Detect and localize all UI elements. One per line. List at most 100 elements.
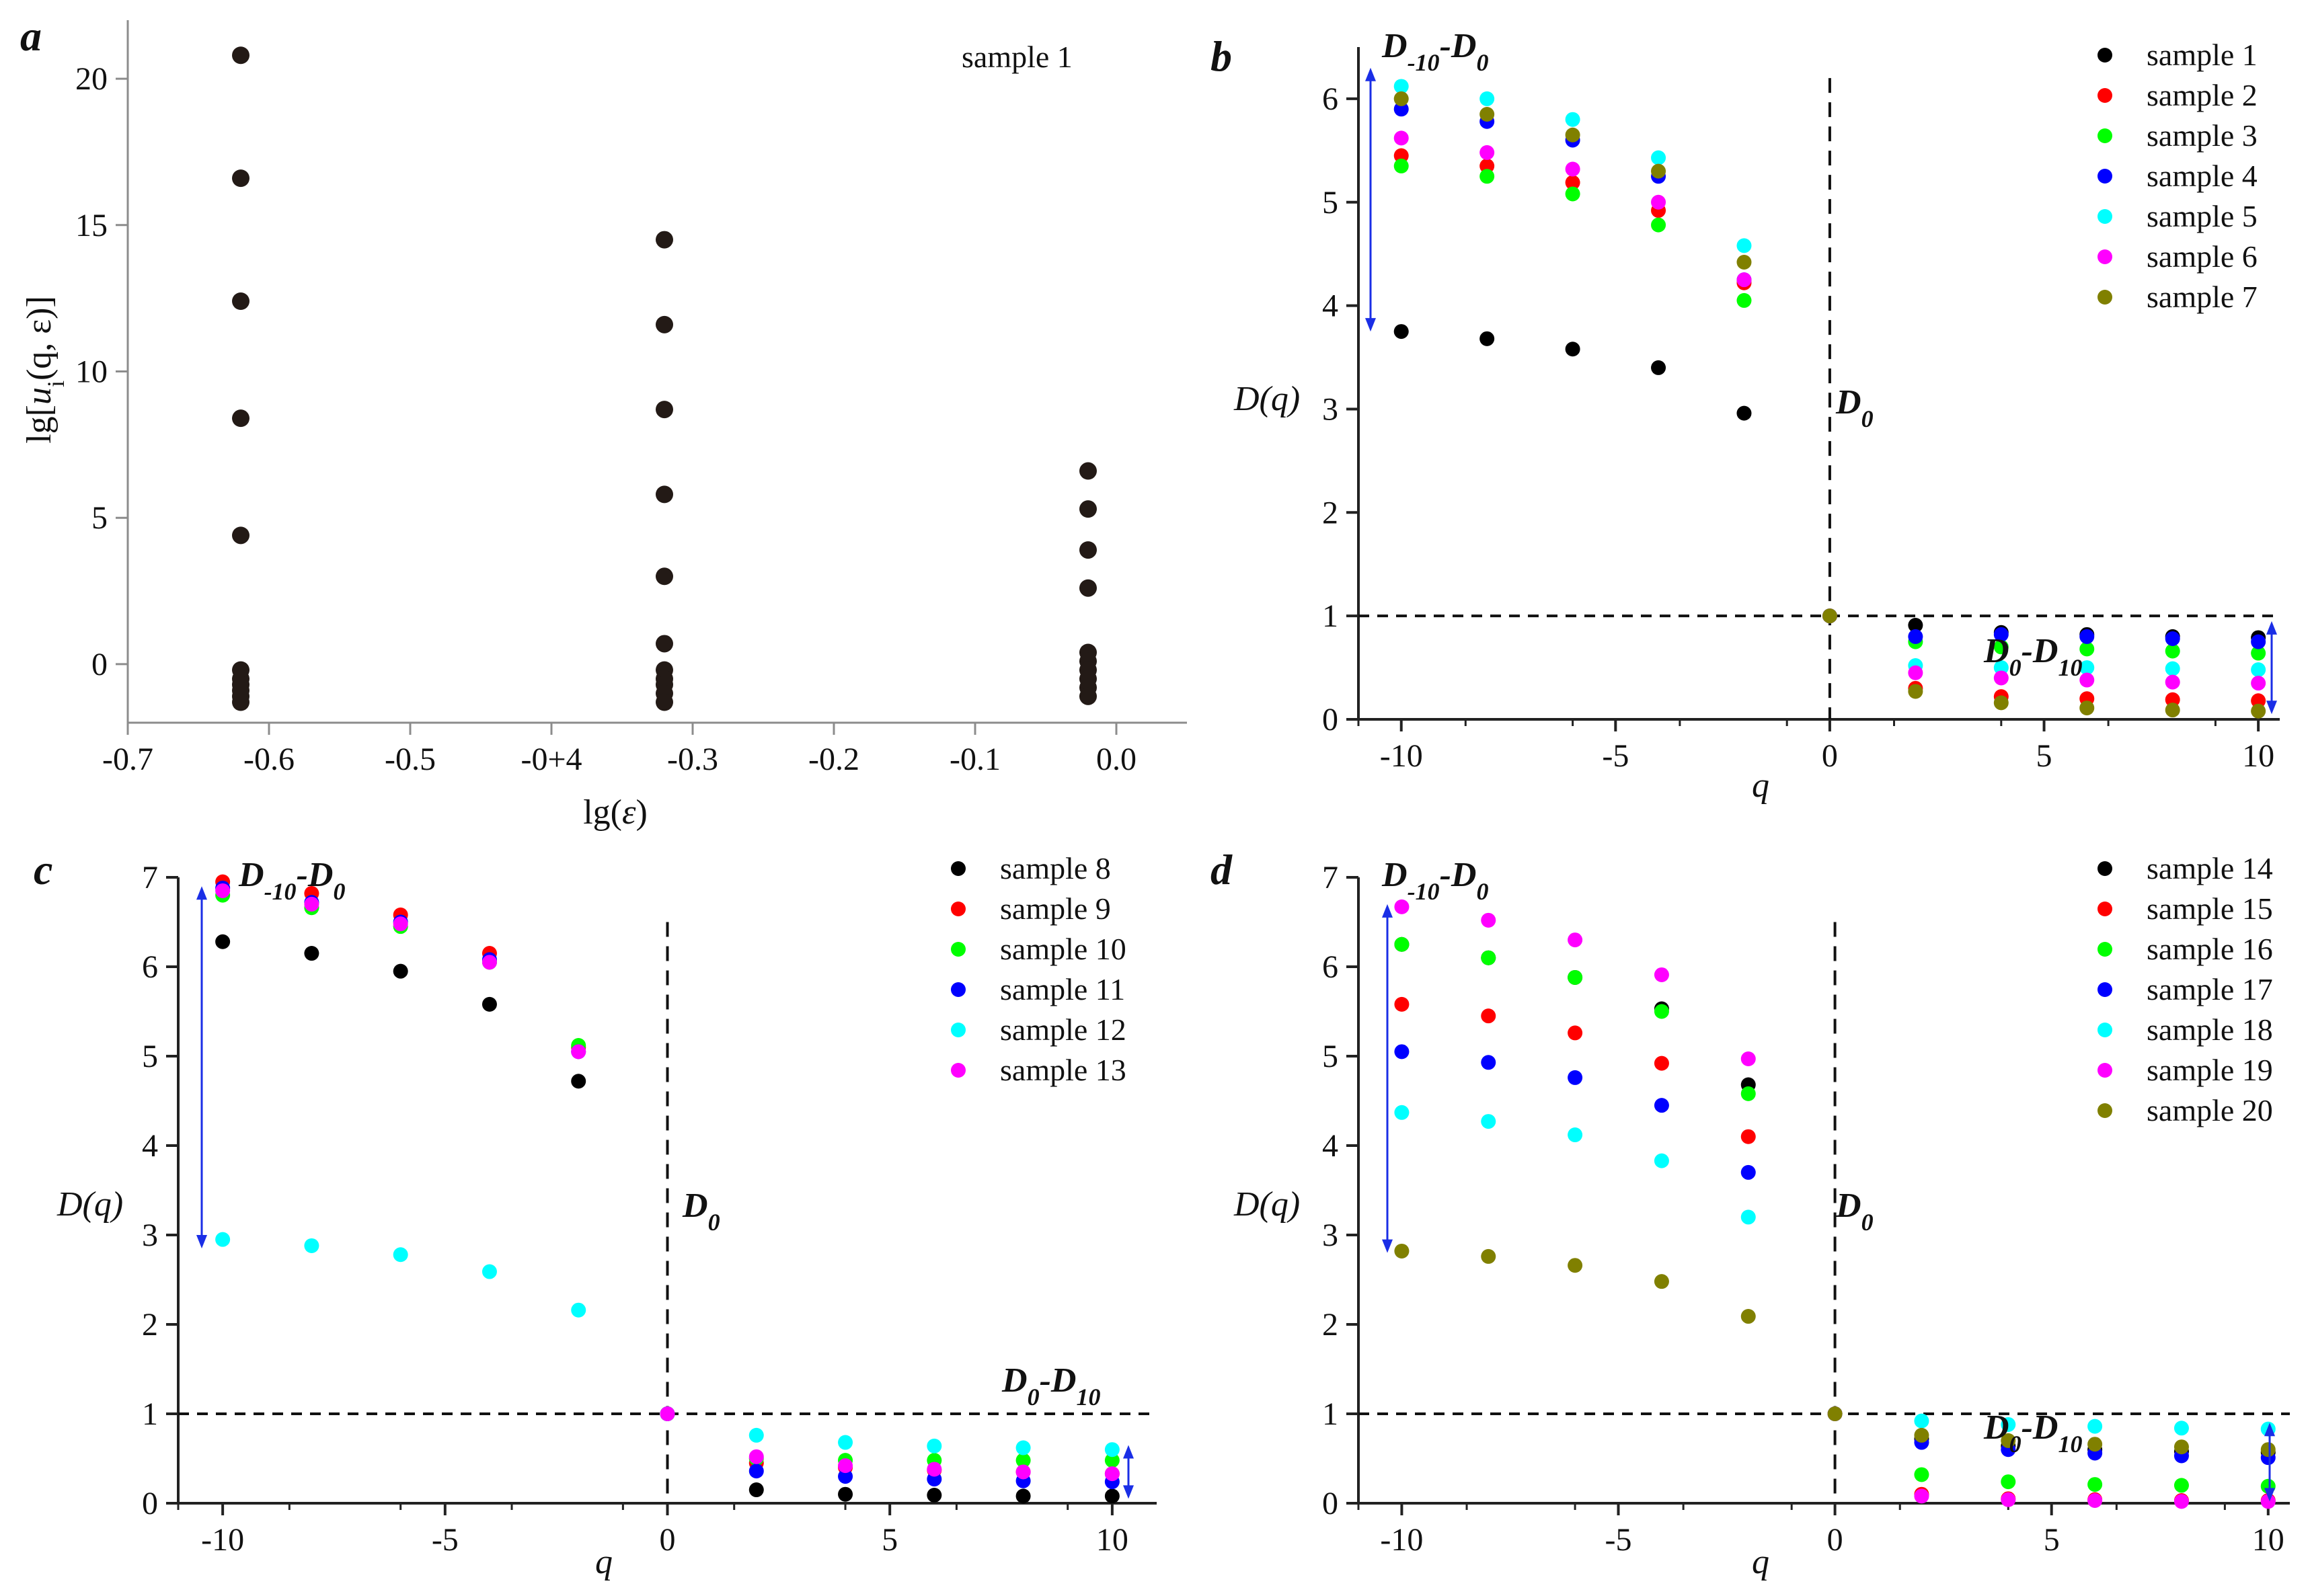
arrow-left — [196, 886, 207, 1248]
data-point — [1393, 130, 1409, 146]
y-tick-label: 0 — [1322, 702, 1338, 737]
legend-label: sample 8 — [1000, 851, 1111, 885]
data-point — [1908, 665, 1923, 680]
legend-label: sample 19 — [2147, 1053, 2273, 1087]
data-point — [1740, 1209, 1756, 1225]
data-point — [2079, 641, 2095, 657]
data-point — [393, 963, 408, 979]
data-point — [1651, 194, 1666, 210]
data-point — [1015, 1488, 1031, 1504]
data-point — [215, 934, 231, 949]
data-point — [232, 292, 249, 310]
legend-marker — [2097, 1063, 2112, 1078]
data-point — [2165, 674, 2180, 690]
data-point — [1394, 899, 1410, 914]
data-point — [2001, 1433, 2016, 1448]
x-tick-label: -0.7 — [102, 742, 153, 777]
data-point — [1654, 1098, 1669, 1113]
legend-marker — [2097, 88, 2112, 103]
data-point — [1568, 1258, 1583, 1273]
data-point — [1654, 1004, 1669, 1019]
data-point — [748, 1464, 764, 1479]
legend-marker — [951, 861, 966, 876]
data-point — [2251, 703, 2266, 719]
arrow-left-head-top — [1365, 67, 1376, 81]
x-tick-label: 0 — [660, 1522, 676, 1558]
data-point — [838, 1435, 853, 1450]
data-point — [1393, 79, 1409, 94]
data-point — [1654, 967, 1669, 982]
y-tick-label: 2 — [142, 1307, 158, 1343]
data-point — [748, 1427, 764, 1443]
data-point — [1908, 684, 1923, 699]
legend-label: sample 10 — [1000, 932, 1126, 966]
data-point — [482, 1264, 497, 1279]
data-point — [927, 1488, 942, 1503]
data-point — [2251, 676, 2266, 691]
panel-letter-a: a — [20, 12, 42, 60]
data-point — [1568, 969, 1583, 985]
data-point — [2251, 645, 2266, 661]
annotation-top: D-10-D0 — [1381, 856, 1488, 905]
legend-marker — [2097, 169, 2112, 184]
annotation-top: D-10-D0 — [238, 856, 345, 905]
data-point — [1908, 618, 1923, 633]
data-point — [2251, 693, 2266, 709]
data-point — [2079, 660, 2095, 676]
data-point — [1393, 102, 1409, 117]
data-point — [1908, 629, 1923, 644]
arrow-left — [1382, 904, 1393, 1253]
legend-label: sample 1 — [2147, 38, 2258, 72]
legend-label: sample 5 — [2147, 199, 2258, 233]
legend-label: sample 9 — [1000, 891, 1111, 926]
arrow-right — [1123, 1445, 1134, 1499]
y-tick-label: 7 — [1322, 860, 1338, 895]
data-point — [1481, 1114, 1496, 1129]
data-point — [1079, 687, 1097, 705]
panel-a: a -0.7 -0.6 -0.5 -0+4 -0.3 -0.2 -0.1 0.0 0 5 10 15 20… — [20, 12, 1187, 832]
x-axis-title: q — [595, 1543, 613, 1581]
data-point — [927, 1438, 942, 1453]
data-point — [656, 315, 673, 333]
data-point — [1565, 175, 1580, 190]
data-point — [2251, 634, 2266, 649]
x-tick-label: 5 — [882, 1522, 898, 1558]
x-tick-label: 5 — [2044, 1522, 2060, 1558]
legend-label: sample 17 — [2147, 972, 2273, 1006]
data-point — [1481, 1008, 1496, 1024]
annotation-top: D-10-D0 — [1381, 27, 1488, 76]
legend-marker — [2097, 902, 2112, 916]
annotation-right: D0-D10 — [1983, 632, 2082, 681]
data-point — [1736, 255, 1752, 270]
legend-marker — [2097, 249, 2112, 264]
arrow-left — [1365, 67, 1376, 332]
x-tick-label: -0.2 — [808, 742, 859, 777]
legend-marker — [951, 942, 966, 957]
x-tick-label: -5 — [1602, 738, 1629, 774]
data-point — [1394, 1044, 1410, 1060]
x-tick-label: 10 — [2242, 738, 2274, 774]
data-point — [1651, 163, 1666, 179]
data-point — [1394, 1105, 1410, 1120]
y-tick-label: 0 — [142, 1486, 158, 1521]
data-point — [656, 485, 673, 504]
data-point — [2001, 1492, 2016, 1507]
series-sample-16 — [1394, 936, 2276, 1494]
data-point — [1481, 912, 1496, 928]
x-tick-label: 0 — [1827, 1522, 1843, 1558]
data-point — [232, 693, 249, 711]
legend-marker — [2097, 861, 2112, 876]
data-point — [2165, 643, 2180, 659]
data-point — [1481, 1248, 1496, 1264]
legend-label: sample 20 — [2147, 1093, 2273, 1127]
panel-letter-c: c — [34, 846, 52, 893]
data-point — [2079, 701, 2095, 716]
legend-marker — [951, 982, 966, 997]
data-point — [232, 526, 249, 545]
arrow-right-head-top — [1123, 1445, 1134, 1459]
legend-label: sample 13 — [1000, 1053, 1126, 1087]
data-point — [1393, 148, 1409, 163]
arrow-left-head-bottom — [196, 1234, 207, 1248]
data-point — [838, 1469, 853, 1484]
y-tick-label: 1 — [1322, 598, 1338, 634]
